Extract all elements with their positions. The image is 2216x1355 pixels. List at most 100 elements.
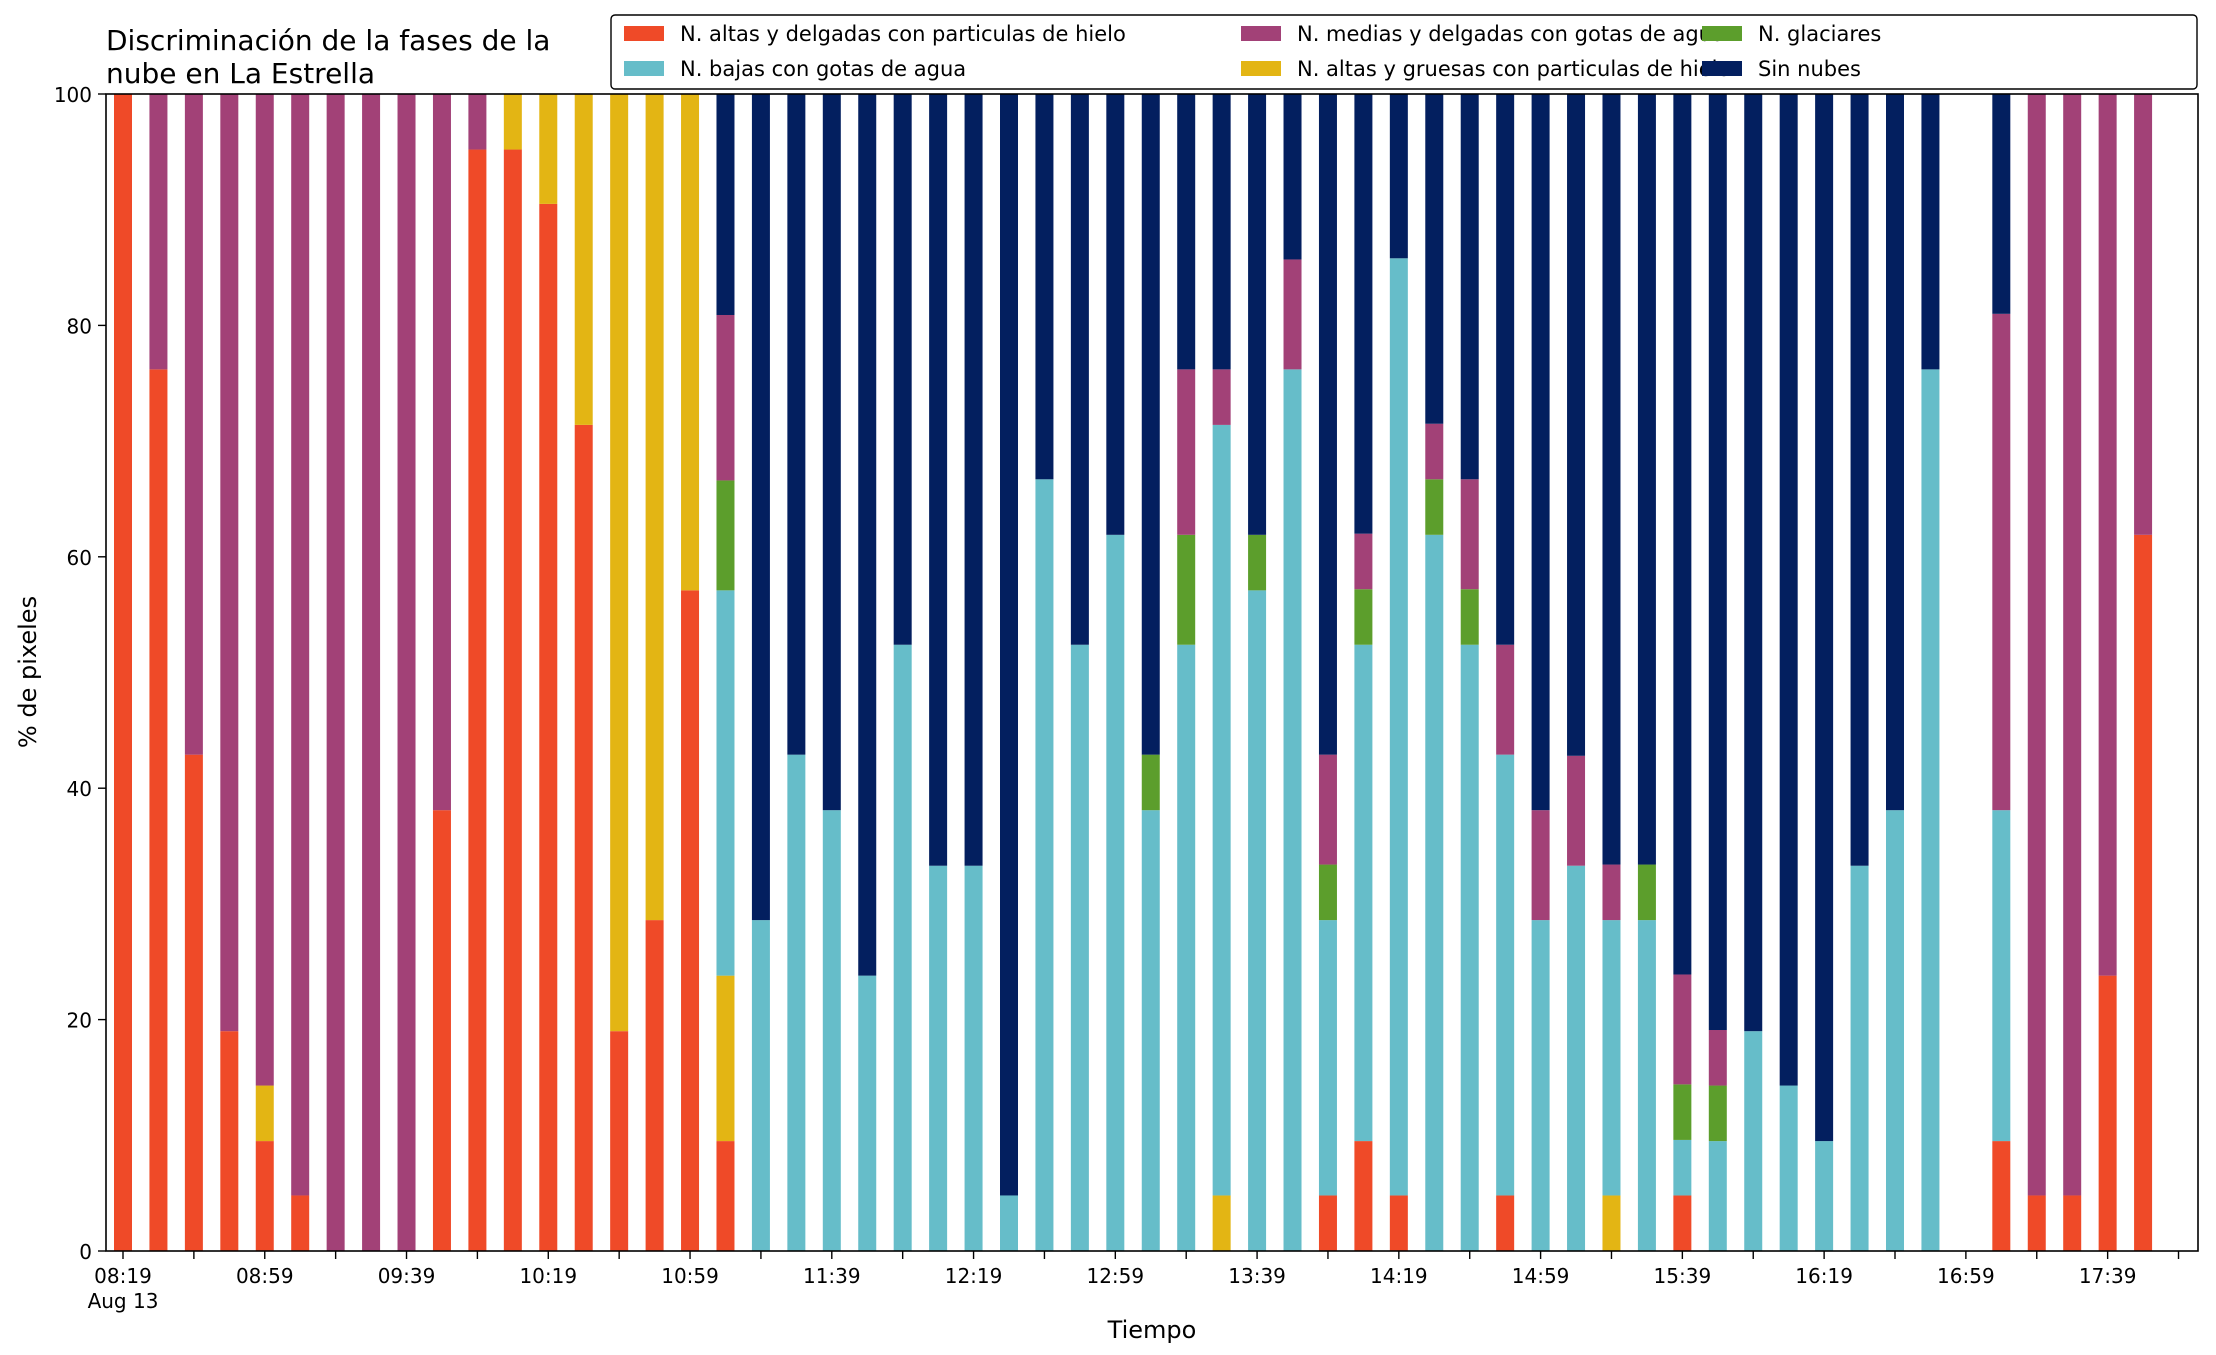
bar-segment-31-s1 — [1212, 1195, 1231, 1251]
legend-entry-1: N. altas y gruesas con particulas de hie… — [1241, 57, 1730, 81]
bar-segment-17-s3 — [716, 480, 735, 591]
bar-segment-10-s4 — [468, 94, 487, 150]
x-tick-label-7: 12:59 — [1086, 1264, 1144, 1288]
bar-segment-40-s5 — [1531, 94, 1550, 811]
bar-segment-27-s5 — [1070, 94, 1089, 645]
x-tick-label-14: 17:39 — [2079, 1264, 2137, 1288]
bar-segment-34-s2 — [1318, 920, 1337, 1196]
legend-label-5: Sin nubes — [1758, 57, 1861, 81]
x-axis-label: Tiempo — [1107, 1316, 1197, 1344]
bar-segment-52-s0 — [1992, 1141, 2011, 1251]
bar-segment-53-s4 — [2027, 94, 2046, 1196]
bar-segment-47-s2 — [1779, 1085, 1798, 1251]
bar-segment-21-s5 — [858, 94, 877, 976]
x-tick-label-11: 15:39 — [1654, 1264, 1712, 1288]
bar-segment-20-s2 — [822, 810, 841, 1251]
bars-group — [114, 94, 2153, 1251]
x-tick-label-0: 08:19 — [94, 1264, 152, 1288]
x-tick-label-12: 16:19 — [1795, 1264, 1853, 1288]
y-tick-label-5: 100 — [54, 83, 92, 107]
x-tick-label-8: 13:39 — [1228, 1264, 1286, 1288]
bar-segment-38-s2 — [1460, 644, 1479, 1251]
legend-swatch-3 — [1702, 26, 1742, 41]
x-tick-label-2: 09:39 — [378, 1264, 436, 1288]
bar-segment-43-s3 — [1637, 864, 1656, 921]
bar-segment-45-s2 — [1708, 1141, 1727, 1251]
x-tick-date-label: Aug 13 — [88, 1289, 159, 1313]
legend-entry-3: N. glaciares — [1702, 22, 1881, 46]
bar-segment-13-s1 — [574, 94, 593, 425]
bar-segment-24-s5 — [964, 94, 983, 866]
bar-segment-14-s0 — [610, 1031, 629, 1251]
legend-entry-0: N. altas y delgadas con particulas de hi… — [624, 22, 1126, 46]
bar-segment-24-s2 — [964, 865, 983, 1251]
plot-frame — [105, 93, 2199, 1252]
bar-segment-0-s0 — [114, 94, 132, 1251]
legend-label-3: N. glaciares — [1758, 22, 1881, 46]
bar-segment-41-s5 — [1567, 94, 1586, 756]
bar-segment-33-s5 — [1283, 94, 1302, 260]
y-axis: 0 20 40 60 80 100 — [54, 83, 106, 1264]
bar-segment-35-s3 — [1354, 589, 1373, 645]
bar-segment-17-s4 — [716, 314, 735, 481]
bar-segment-44-s4 — [1673, 974, 1692, 1085]
bar-segment-28-s2 — [1106, 534, 1125, 1251]
bar-segment-45-s3 — [1708, 1085, 1727, 1142]
bar-segment-17-s5 — [716, 94, 735, 315]
bar-segment-25-s2 — [1000, 1195, 1018, 1251]
legend-swatch-2 — [624, 61, 664, 76]
bar-segment-53-s0 — [2027, 1195, 2046, 1251]
bar-segment-44-s0 — [1673, 1195, 1692, 1251]
bar-segment-56-s0 — [2134, 534, 2153, 1251]
legend-swatch-5 — [1702, 61, 1742, 76]
y-tick-label-2: 40 — [67, 777, 92, 801]
x-tick-label-3: 10:19 — [519, 1264, 577, 1288]
legend-swatch-0 — [624, 26, 664, 41]
bar-segment-38-s3 — [1460, 589, 1479, 645]
bar-segment-4-s4 — [255, 94, 274, 1086]
bar-segment-36-s0 — [1389, 1195, 1408, 1251]
bar-segment-31-s4 — [1212, 369, 1231, 425]
bar-segment-19-s2 — [787, 754, 806, 1251]
bar-segment-26-s2 — [1035, 479, 1054, 1251]
bar-segment-52-s2 — [1992, 810, 2011, 1142]
bar-segment-13-s0 — [574, 424, 593, 1251]
bar-segment-4-s1 — [255, 1085, 274, 1142]
bar-segment-51-s2 — [1921, 369, 1940, 1251]
bar-segment-33-s4 — [1283, 259, 1302, 370]
bar-segment-50-s2 — [1886, 810, 1904, 1251]
x-tick-label-4: 10:59 — [661, 1264, 719, 1288]
bar-segment-22-s5 — [893, 94, 912, 645]
bar-segment-29-s3 — [1141, 754, 1160, 811]
bar-segment-21-s2 — [858, 975, 877, 1251]
bar-segment-2-s4 — [184, 94, 203, 755]
bar-segment-32-s2 — [1248, 590, 1267, 1251]
bar-segment-14-s1 — [610, 94, 629, 1032]
legend-box — [610, 14, 2198, 90]
bar-segment-30-s4 — [1177, 369, 1196, 535]
bar-segment-35-s0 — [1354, 1141, 1373, 1251]
bar-segment-39-s0 — [1496, 1195, 1515, 1251]
bar-segment-39-s2 — [1496, 754, 1515, 1196]
bar-segment-34-s3 — [1318, 864, 1337, 921]
bar-segment-4-s0 — [255, 1141, 274, 1251]
bar-segment-16-s0 — [681, 590, 700, 1251]
x-tick-label-6: 12:19 — [945, 1264, 1003, 1288]
y-axis-label: % de pixeles — [14, 596, 42, 748]
bar-segment-37-s4 — [1425, 423, 1444, 480]
bar-segment-15-s1 — [645, 94, 664, 921]
bar-segment-29-s2 — [1141, 810, 1160, 1251]
bar-segment-51-s5 — [1921, 94, 1940, 370]
bar-segment-49-s5 — [1850, 94, 1869, 866]
bar-segment-3-s4 — [220, 94, 239, 1032]
bar-segment-55-s0 — [2098, 975, 2117, 1251]
bar-segment-42-s1 — [1602, 1195, 1621, 1251]
bar-segment-40-s4 — [1531, 810, 1550, 921]
bar-segment-11-s0 — [503, 149, 522, 1251]
bar-segment-44-s3 — [1673, 1084, 1692, 1140]
bar-segment-22-s2 — [893, 644, 912, 1251]
bar-segment-43-s5 — [1637, 94, 1656, 865]
bar-segment-29-s5 — [1141, 94, 1160, 755]
bar-segment-30-s3 — [1177, 534, 1196, 645]
